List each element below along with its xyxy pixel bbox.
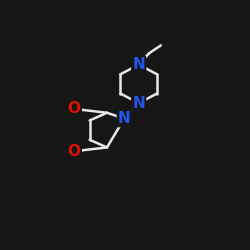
Text: N: N: [118, 111, 131, 126]
Text: O: O: [68, 102, 81, 116]
Text: O: O: [68, 144, 81, 159]
Text: N: N: [132, 96, 145, 111]
Text: N: N: [132, 57, 145, 72]
